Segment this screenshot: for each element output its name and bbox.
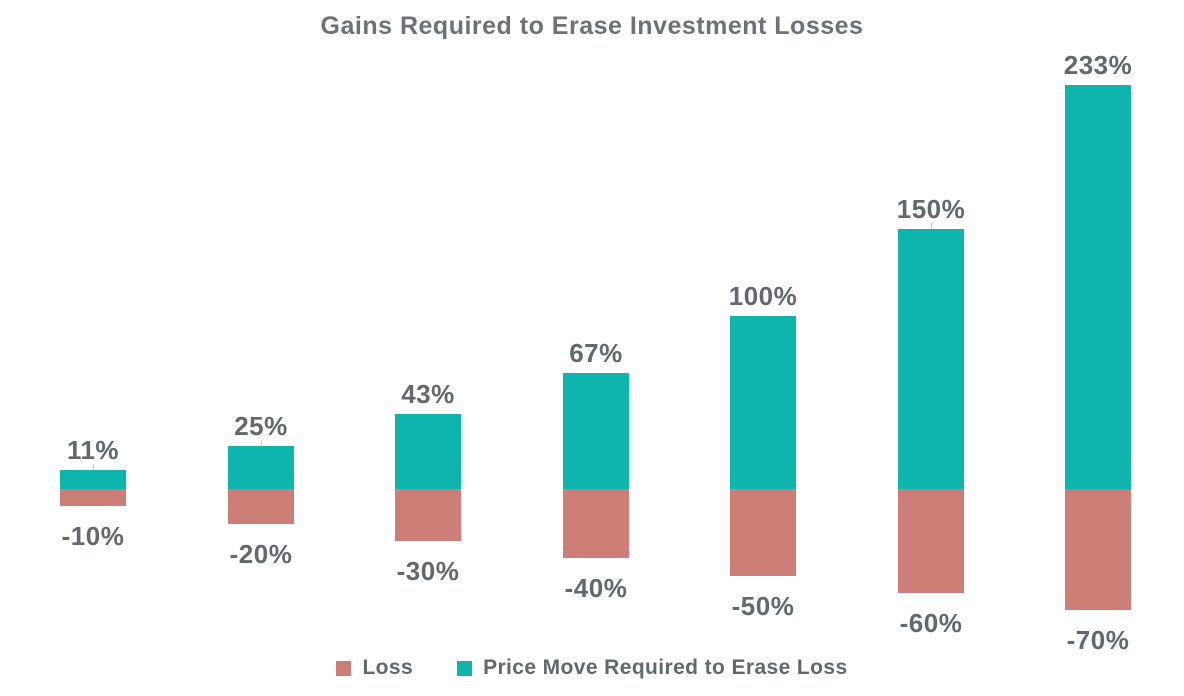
loss-segment	[898, 489, 964, 593]
label-leader-tick	[261, 440, 262, 446]
loss-value-label: -60%	[899, 608, 963, 638]
loss-color-swatch	[336, 660, 352, 676]
gain-segment	[563, 373, 629, 489]
gain-value-label: 43%	[401, 379, 455, 409]
legend-label-gain: Price Move Required to Erase Loss	[483, 656, 848, 679]
legend-item-gain: Price Move Required to Erase Loss	[457, 656, 848, 680]
gain-segment	[1065, 85, 1131, 489]
loss-value-label: -30%	[396, 556, 460, 586]
chart-title: Gains Required to Erase Investment Losse…	[320, 12, 864, 40]
gain-value-label: 25%	[234, 411, 288, 441]
loss-value-label: -40%	[564, 573, 628, 603]
gain-segment	[395, 414, 461, 489]
gain-value-label: 233%	[1063, 50, 1133, 80]
loss-value-label: -20%	[229, 539, 293, 569]
gain-segment	[60, 470, 126, 489]
gain-value-label: 67%	[569, 338, 623, 368]
gain-segment	[228, 446, 294, 489]
loss-segment	[1065, 489, 1131, 610]
gain-value-label: 100%	[728, 281, 798, 311]
legend: Loss Price Move Required to Erase Loss	[0, 652, 1184, 684]
loss-value-label: -70%	[1066, 625, 1130, 655]
loss-value-label: -50%	[731, 591, 795, 621]
loss-segment	[730, 489, 796, 576]
loss-segment	[60, 489, 126, 506]
legend-label-loss: Loss	[362, 656, 414, 679]
label-leader-tick	[93, 464, 94, 470]
label-leader-tick	[931, 223, 932, 229]
loss-segment	[395, 489, 461, 541]
loss-value-label: -10%	[61, 521, 125, 551]
gain-value-label: 11%	[66, 435, 120, 465]
gain-segment	[898, 229, 964, 489]
gain-segment	[730, 316, 796, 489]
loss-segment	[228, 489, 294, 524]
legend-item-loss: Loss	[336, 656, 413, 680]
loss-segment	[563, 489, 629, 558]
gain-value-label: 150%	[896, 194, 966, 224]
gain-color-swatch	[457, 660, 473, 676]
